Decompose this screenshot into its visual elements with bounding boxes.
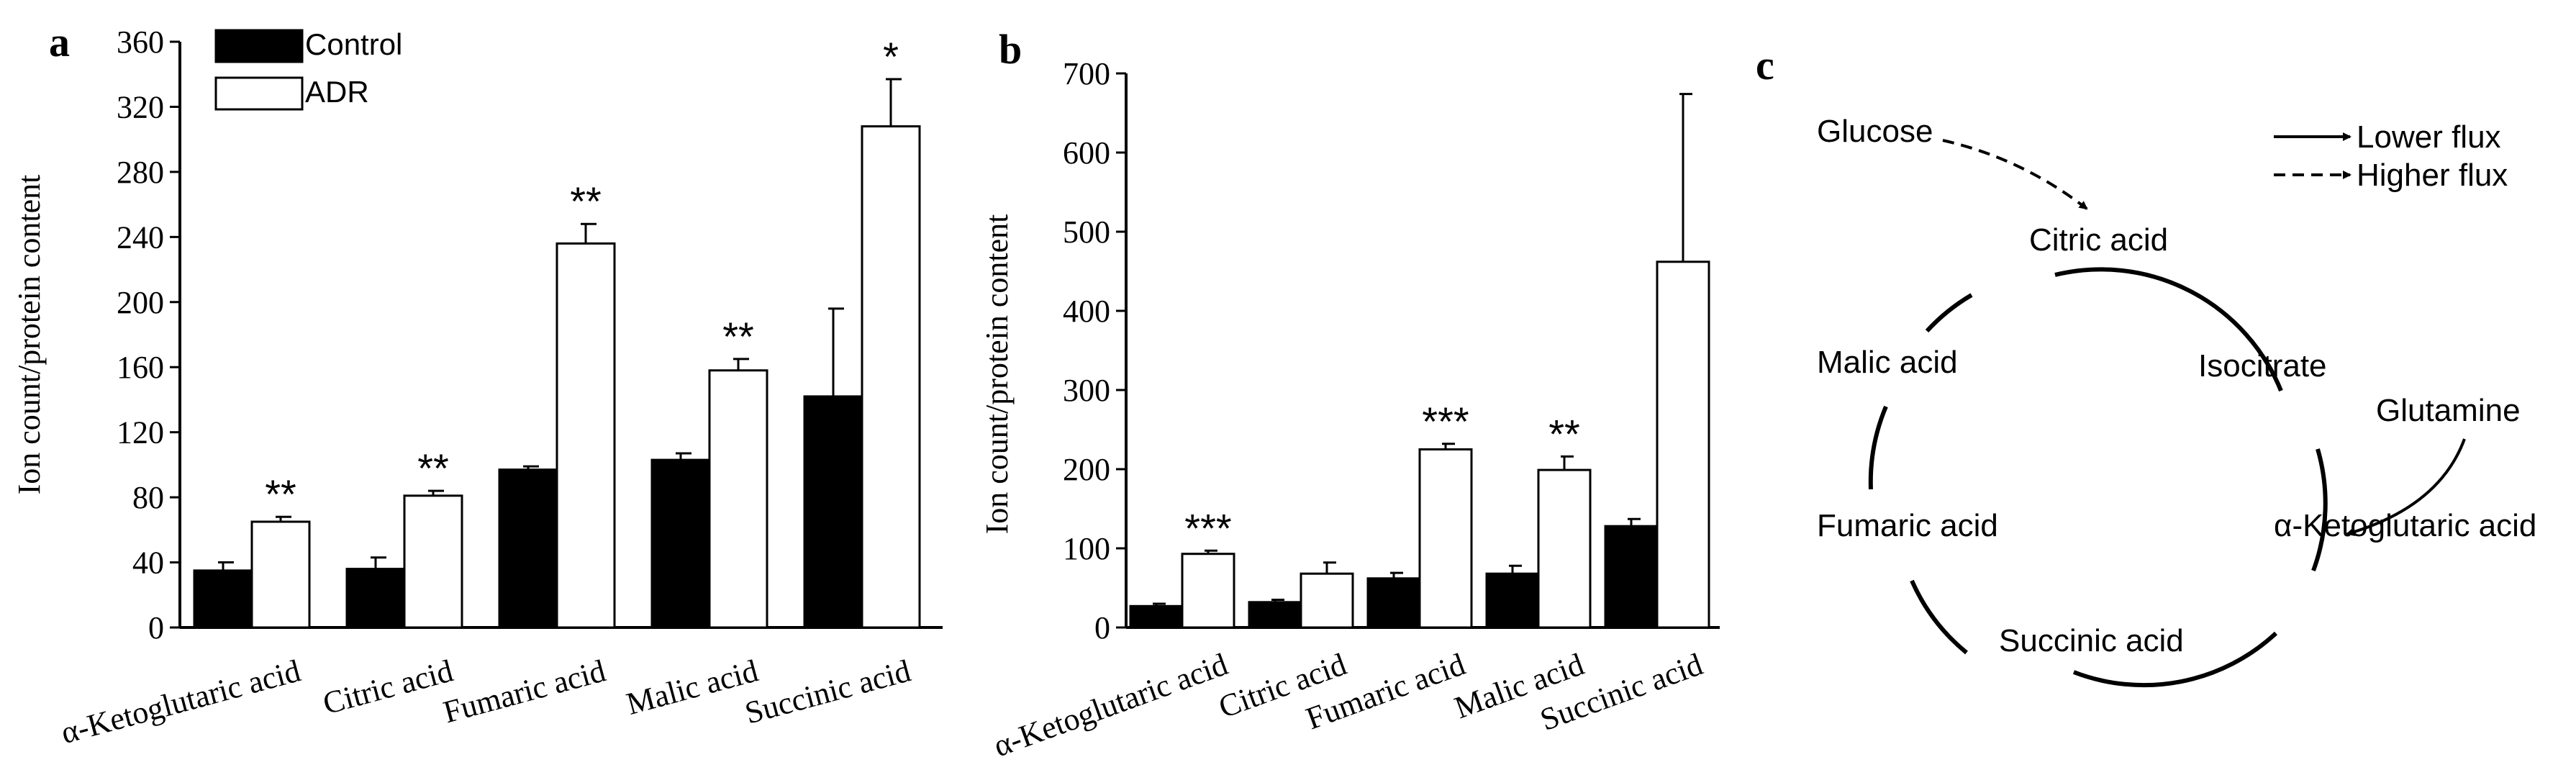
cycle-arc-fumaric-malic — [1868, 405, 1888, 490]
bar-control — [1485, 572, 1540, 629]
bar-adr — [1181, 553, 1235, 629]
glucose-arrow — [1942, 139, 2088, 210]
significance-marker: ** — [417, 445, 449, 491]
node-succinic-acid: Succinic acid — [1999, 623, 2184, 658]
cycle-arc-malic-citric — [1925, 293, 1973, 333]
y-tick-label: 300 — [1063, 373, 1110, 408]
bar-control — [1366, 577, 1421, 629]
bar-adr — [1656, 260, 1710, 629]
node-glutamine: Glutamine — [2376, 393, 2521, 428]
y-tick-label: 320 — [117, 89, 164, 124]
y-tick-label: 400 — [1063, 294, 1110, 329]
y-tick-label: 160 — [117, 350, 164, 385]
panel-label-a: a — [49, 19, 70, 65]
panel-c: c Glucose Citric acid Isocitrate Glutami… — [1756, 42, 2536, 688]
y-tick-label: 0 — [148, 610, 164, 645]
node-fumaric-acid: Fumaric acid — [1817, 508, 1998, 543]
legend-label-control: Control — [305, 27, 402, 61]
bar-control — [1248, 601, 1302, 629]
legend: Control ADR — [214, 27, 402, 111]
panel-label-c: c — [1756, 42, 1774, 89]
cycle-arc-succinic-fumaric — [1910, 579, 1968, 655]
y-tick-label: 200 — [1063, 452, 1110, 487]
y-axis-label: Ion count/protein content — [12, 175, 47, 495]
bar-control — [1129, 604, 1184, 629]
bar-control — [498, 468, 558, 629]
category-label: Malic acid — [622, 653, 761, 722]
category-label: α-Ketoglutaric acid — [58, 653, 304, 751]
bar-control — [803, 395, 863, 629]
category-label: α-Ketoglutaric acid — [989, 646, 1232, 757]
bar-control — [650, 458, 711, 629]
significance-marker: ** — [570, 178, 602, 224]
pathway-legend: Lower flux Higher flux — [2274, 119, 2508, 193]
node-malic-acid: Malic acid — [1817, 345, 1958, 380]
node-isocitrate: Isocitrate — [2198, 348, 2327, 384]
legend-label-adr: ADR — [305, 75, 369, 109]
y-tick-label: 360 — [117, 24, 164, 60]
bar-control — [1604, 525, 1659, 629]
category-label: Citric acid — [319, 653, 457, 721]
y-tick-label: 280 — [117, 155, 164, 190]
significance-marker: *** — [1422, 399, 1469, 444]
y-tick-label: 100 — [1063, 531, 1110, 566]
cycle-arc-akg-succinic — [2072, 631, 2278, 688]
glutamine-arrow — [2346, 438, 2466, 536]
significance-marker: * — [883, 34, 899, 79]
y-tick-label: 40 — [132, 545, 164, 581]
legend-swatch-adr — [214, 76, 304, 111]
bar-adr — [403, 494, 463, 629]
legend-lower-flux: Lower flux — [2357, 119, 2501, 155]
bar-adr — [555, 242, 616, 629]
bar-adr — [861, 125, 921, 629]
panel-a: a Control ADR 0 40 80 120 160 200 240 280 320 360… — [12, 19, 943, 751]
category-label: Fumaric acid — [440, 653, 609, 730]
node-akg: α-Ketoglutaric acid — [2274, 508, 2536, 543]
significance-marker: ** — [722, 314, 754, 359]
node-citric-acid: Citric acid — [2029, 222, 2168, 258]
bar-adr — [1537, 468, 1592, 629]
bar-adr — [250, 520, 311, 629]
y-tick-label: 600 — [1063, 135, 1110, 171]
significance-marker: *** — [1184, 505, 1231, 550]
significance-marker: ** — [265, 471, 296, 517]
panel-b: b 0 100 200 300 400 500 600 700 Ion count/protei… — [979, 26, 1720, 757]
bar-control — [193, 569, 253, 629]
y-tick-label: 500 — [1063, 214, 1110, 250]
bar-control — [345, 568, 406, 629]
bar-adr — [1418, 448, 1473, 629]
panel-label-b: b — [999, 26, 1022, 73]
bar-adr — [708, 369, 768, 629]
legend-higher-flux: Higher flux — [2357, 158, 2508, 193]
node-glucose: Glucose — [1817, 114, 1933, 149]
category-label: Succinic acid — [741, 653, 914, 730]
legend-swatch-control — [214, 29, 304, 63]
cycle-arc-isocitrate-akg — [2311, 448, 2328, 572]
y-tick-label: 700 — [1063, 56, 1110, 91]
y-tick-label: 200 — [117, 285, 164, 320]
significance-marker: ** — [1548, 411, 1580, 456]
bar-adr — [1300, 572, 1354, 629]
y-tick-label: 120 — [117, 415, 164, 450]
y-axis-label: Ion count/protein content — [979, 214, 1015, 535]
y-tick-label: 240 — [117, 219, 164, 255]
y-tick-label: 0 — [1094, 610, 1110, 645]
cycle-arc-citric-isocitrate — [2054, 267, 2283, 392]
y-tick-label: 80 — [132, 480, 164, 515]
